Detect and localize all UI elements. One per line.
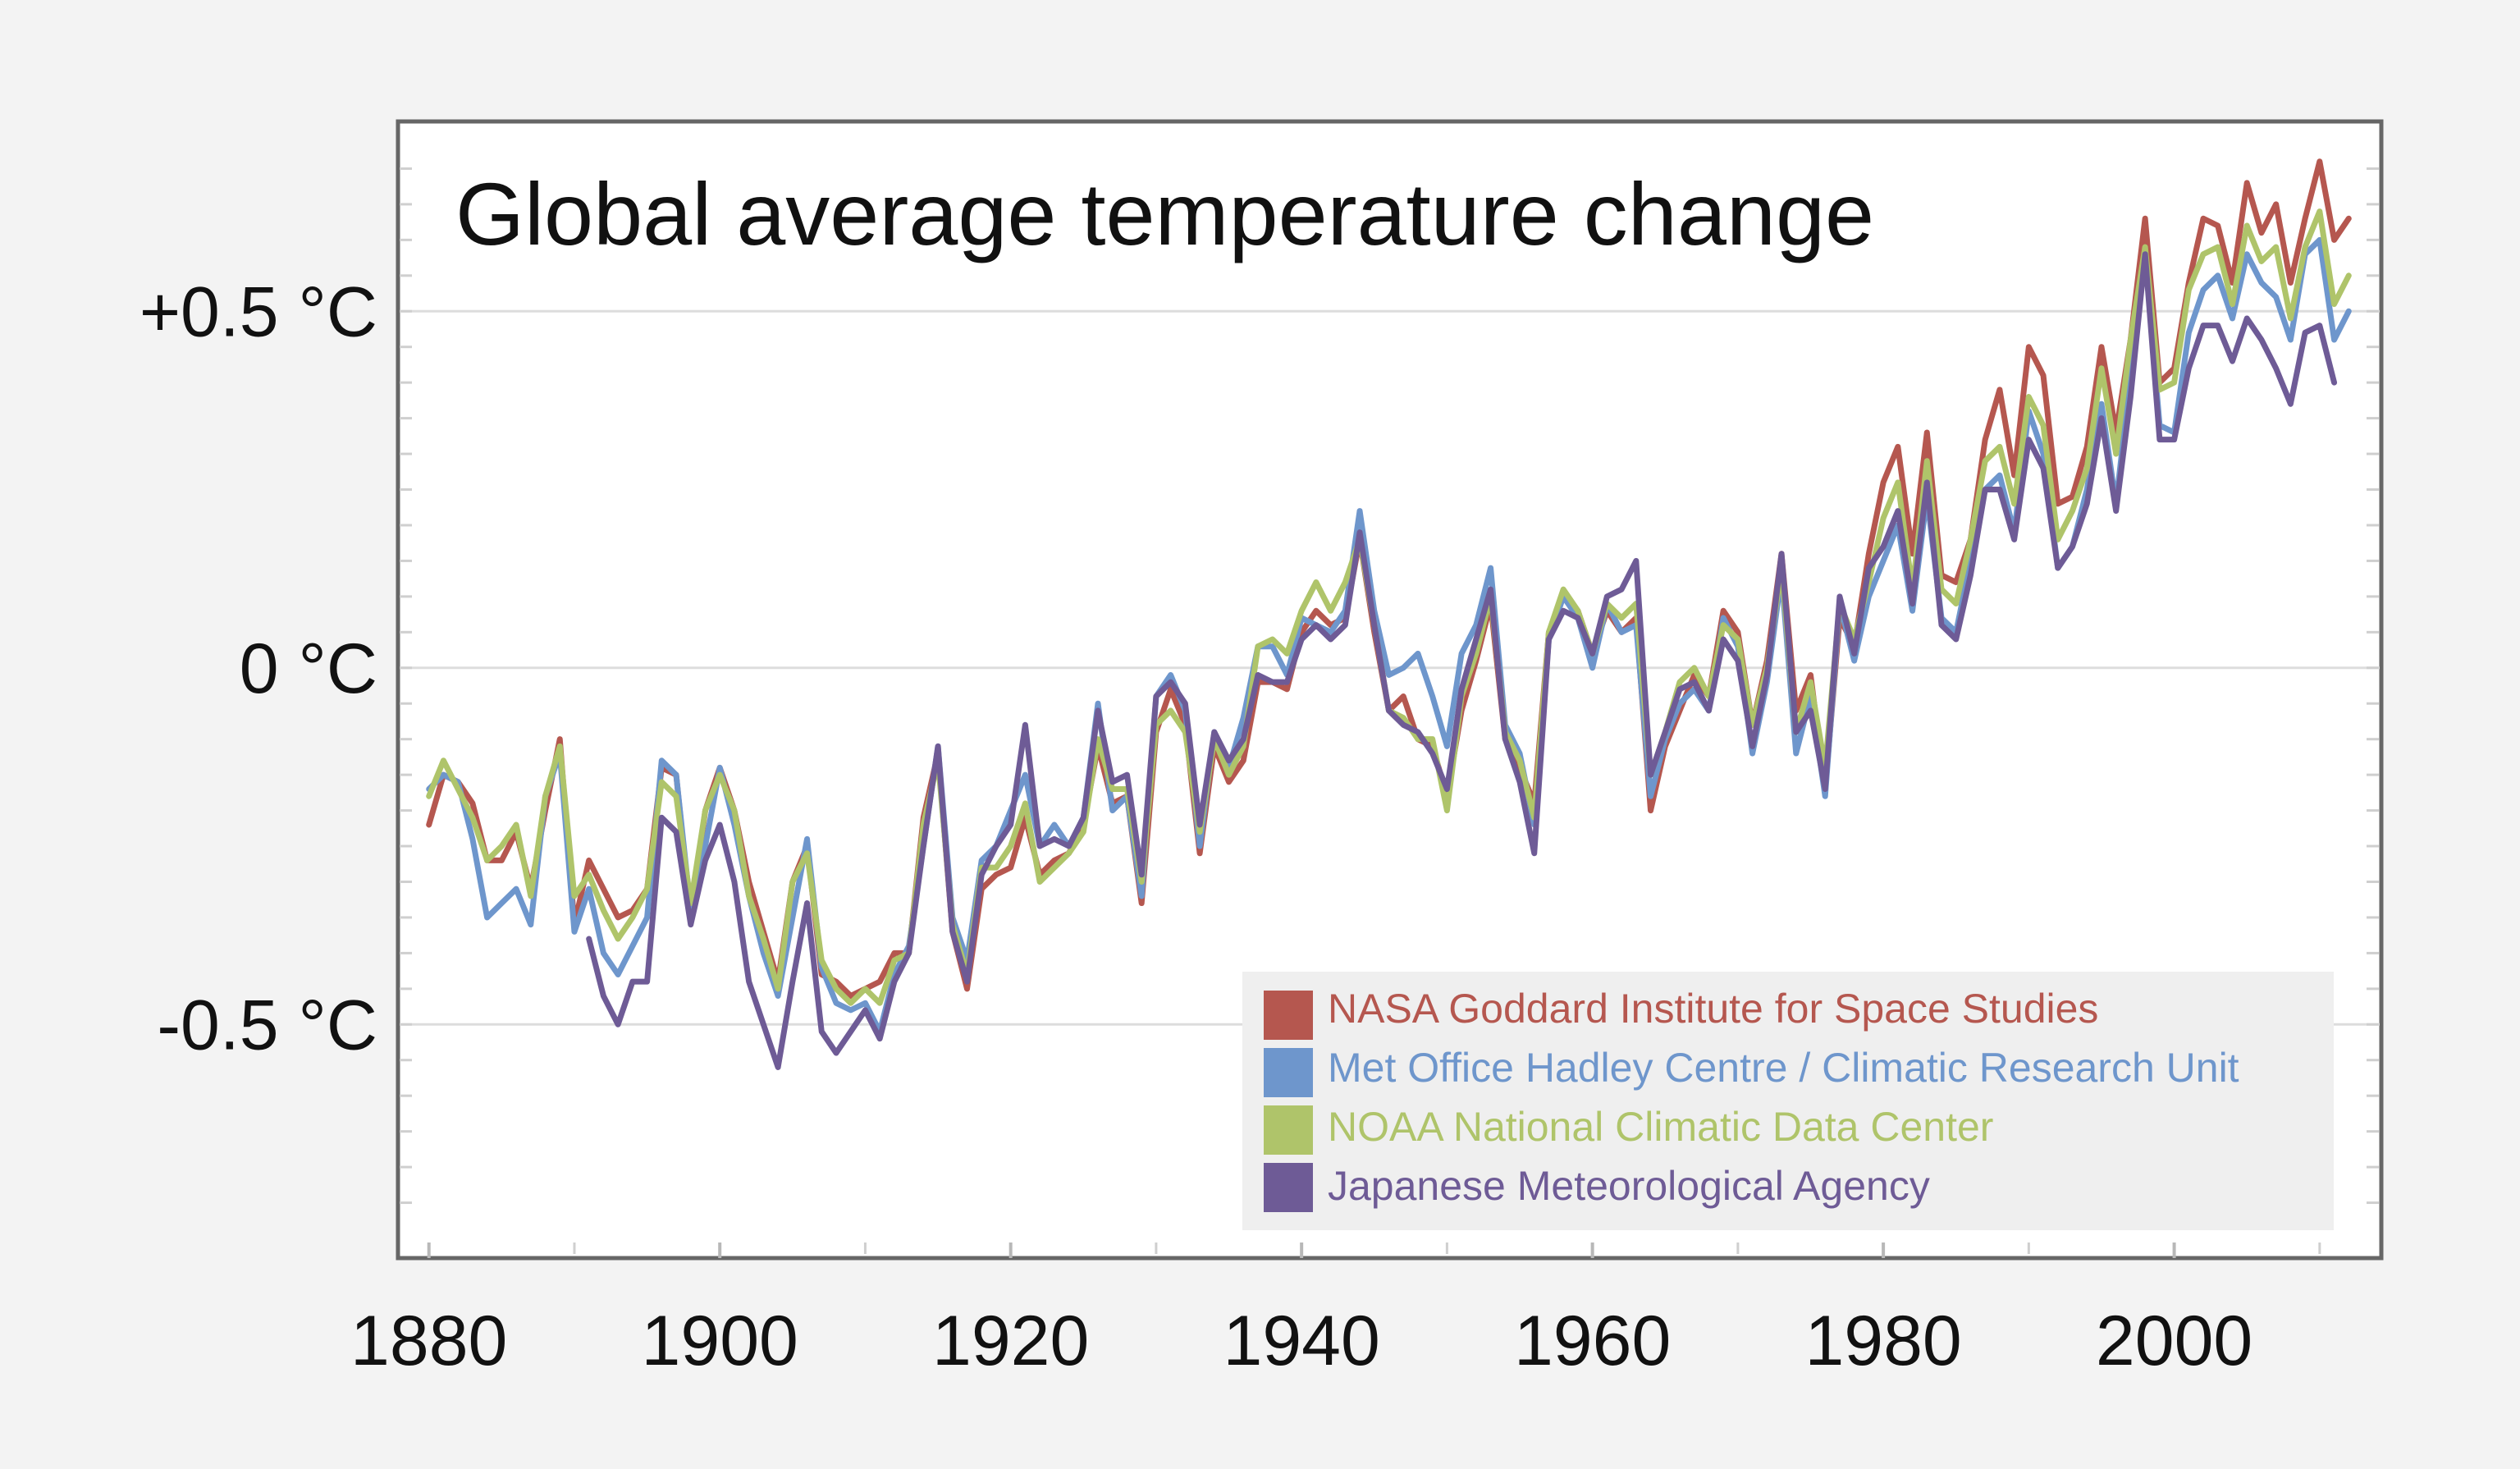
legend-label-jma: Japanese Meteorological Agency — [1328, 1163, 1930, 1209]
legend-label-noaa: NOAA National Climatic Data Center — [1328, 1104, 1993, 1150]
legend-label-nasa: NASA Goddard Institute for Space Studies — [1328, 986, 2098, 1032]
x-tick-label-1920: 1920 — [932, 1302, 1089, 1380]
tick-layer — [400, 167, 2379, 1258]
legend-label-met-office: Met Office Hadley Centre / Climatic Rese… — [1328, 1045, 2239, 1091]
chart-title: Global average temperature change — [455, 164, 1874, 263]
series-layer — [426, 158, 2352, 1070]
x-tick-label-1880: 1880 — [350, 1302, 507, 1380]
series-line-4 — [586, 251, 2338, 1070]
y-tick-label-plus-0-5: +0.5 °C — [139, 272, 377, 351]
x-tick-label-2000: 2000 — [2096, 1302, 2252, 1380]
legend: NASA Goddard Institute for Space Studies… — [1242, 972, 2334, 1230]
x-tick-label-1960: 1960 — [1514, 1302, 1671, 1380]
y-tick-label-0: 0 °C — [240, 629, 377, 708]
x-tick-label-1980: 1980 — [1804, 1302, 1961, 1380]
legend-swatch-nasa — [1264, 991, 1313, 1040]
x-tick-label-1900: 1900 — [642, 1302, 798, 1380]
legend-box — [1242, 972, 2334, 1230]
legend-swatch-jma — [1264, 1163, 1313, 1212]
y-tick-label-minus-0-5: -0.5 °C — [157, 986, 377, 1064]
legend-swatch-met-office — [1264, 1048, 1313, 1097]
x-tick-label-1940: 1940 — [1223, 1302, 1379, 1380]
legend-swatch-noaa — [1264, 1105, 1313, 1155]
